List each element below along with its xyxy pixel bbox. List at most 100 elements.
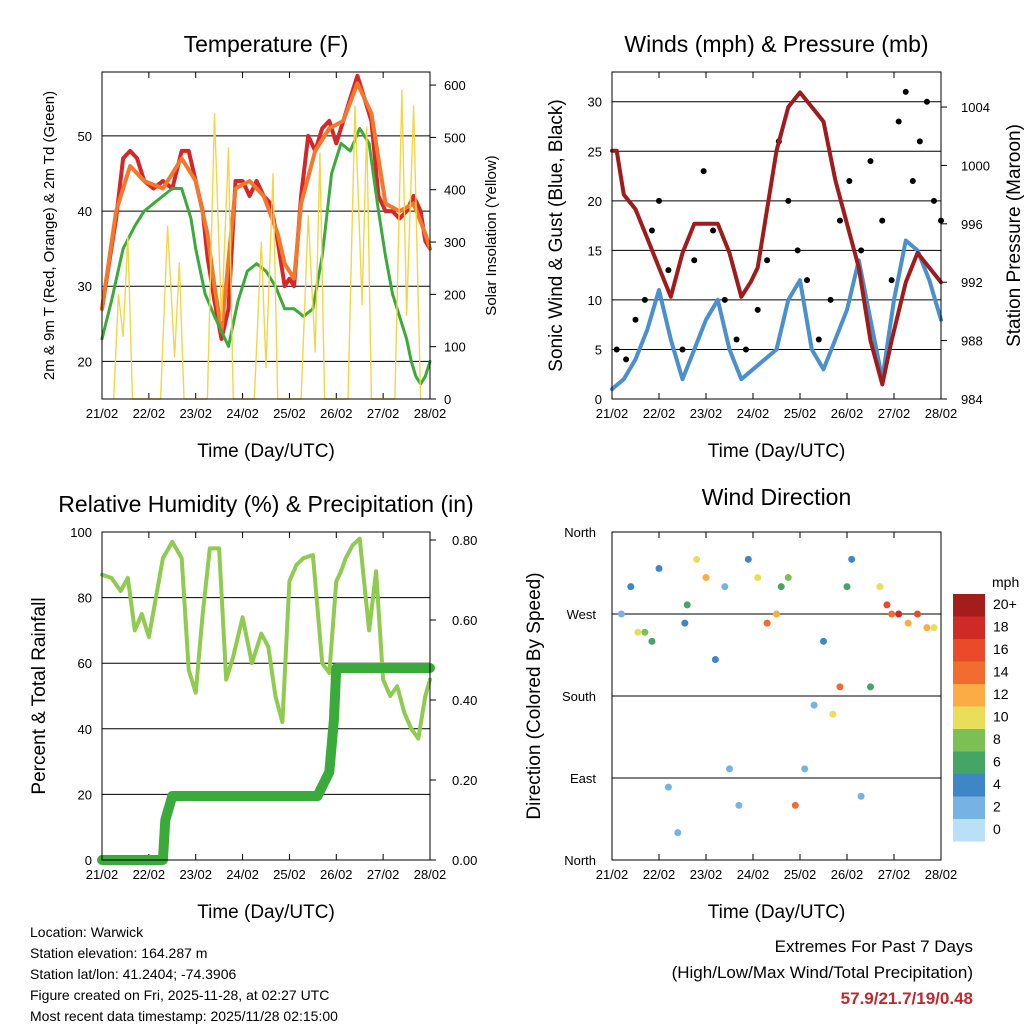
direction-point [777, 583, 785, 591]
direction-legend-label: 8 [993, 731, 1001, 747]
direction-legend-swatch [953, 684, 985, 707]
direction-legend-label: 4 [993, 776, 1001, 792]
winds-xtick-label: 26/02 [831, 406, 864, 421]
elevation-text: Station elevation: 164.287 m [30, 945, 208, 961]
direction-ytick-label: South [562, 689, 596, 704]
winds-gust-point [623, 356, 630, 363]
temperature-y2tick-label: 0 [444, 392, 451, 407]
winds-gust-point [721, 296, 728, 303]
winds-gust-point [710, 227, 717, 234]
winds-xtick-label: 27/02 [878, 406, 911, 421]
winds-gust-point [733, 336, 740, 343]
winds-y2label: Station Pressure (Maroon) [1004, 124, 1024, 347]
direction-legend-swatch [953, 594, 985, 617]
direction-legend-label: 0 [993, 821, 1001, 837]
temperature-xtick-label: 27/02 [367, 406, 400, 421]
direction-ytick-label: West [567, 607, 597, 622]
winds-gust-point [632, 316, 639, 323]
winds-ytick-label: 0 [595, 392, 602, 407]
winds-gust-point [858, 247, 865, 254]
extremes-title: Extremes For Past 7 Days [774, 937, 973, 956]
direction-legend-label: 12 [993, 686, 1009, 702]
direction-point [843, 583, 851, 591]
winds-series-sonic [610, 238, 943, 392]
extremes-block: Extremes For Past 7 Days (High/Low/Max W… [672, 934, 973, 1012]
humidity-ytick-label: 0 [85, 853, 92, 868]
direction-point [744, 555, 752, 563]
direction-legend-label: 14 [993, 664, 1009, 680]
temperature-plot-frame [101, 71, 431, 400]
winds-ylabel: Sonic Wind & Gust (Blue, Black) [546, 99, 567, 371]
winds-y2tick-label: 988 [961, 334, 983, 349]
temperature-series-2 [100, 126, 432, 386]
humidity-ytick-label: 100 [70, 525, 92, 540]
humidity-xtick-label: 28/02 [414, 867, 447, 882]
winds-gust-point [879, 217, 886, 224]
created-text: Figure created on Fri, 2025-11-28, at 02… [30, 987, 330, 1003]
winds-gust-point [613, 346, 620, 353]
direction-point [702, 574, 710, 582]
direction-ytick-label: North [564, 853, 596, 868]
direction-point [721, 583, 729, 591]
temperature-ylabel: 2m & 9m T (Red, Orange) & 2m Td (Green) [41, 91, 58, 380]
direction-xtick-label: 27/02 [878, 867, 911, 882]
direction-point [681, 619, 689, 627]
winds-gust-point [679, 346, 686, 353]
humidity-plot-frame [101, 531, 431, 861]
humidity-xlabel: Time (Day/UTC) [197, 902, 335, 923]
direction-point [773, 610, 780, 618]
direction-point [904, 619, 912, 627]
winds-gust-point [909, 178, 916, 184]
winds-gust-point [785, 197, 792, 204]
temperature-xtick-label: 24/02 [226, 406, 259, 421]
temperature-y2tick-label: 500 [444, 130, 466, 145]
direction-legend-label: 18 [993, 619, 1009, 635]
direction-legend-swatch [953, 639, 985, 662]
winds-ytick-label: 20 [588, 194, 602, 209]
winds-series-pressure [610, 90, 943, 387]
temperature-xlabel: Time (Day/UTC) [197, 441, 335, 462]
direction-legend-swatch [953, 796, 985, 819]
winds-xtick-label: 25/02 [784, 406, 817, 421]
winds-gust-point [902, 88, 909, 95]
direction-legend-title: mph [992, 574, 1019, 590]
direction-legend-swatch [953, 729, 985, 752]
direction-point [683, 601, 691, 609]
direction-point [836, 683, 844, 691]
direction-point [784, 574, 792, 582]
direction-point [930, 624, 938, 632]
winds-gust-point [656, 197, 662, 204]
direction-point [888, 610, 896, 618]
extremes-subtitle: (High/Low/Max Wind/Total Precipitation) [671, 963, 973, 982]
direction-legend-label: 6 [993, 754, 1001, 770]
direction-legend-swatch [953, 819, 985, 842]
winds-y2tick-label: 1000 [961, 158, 990, 173]
temperature-series-3 [112, 89, 422, 400]
humidity-y2tick-label: 0.80 [452, 533, 477, 548]
winds-xtick-label: 28/02 [925, 406, 958, 421]
humidity-xtick-label: 23/02 [179, 867, 212, 882]
direction-point [641, 628, 649, 636]
direction-point [848, 555, 856, 563]
winds-gust-point [641, 296, 648, 303]
direction-legend-label: 2 [993, 799, 1001, 815]
direction-legend-label: 16 [993, 641, 1009, 657]
winds-gust-point [815, 336, 822, 343]
humidity-ytick-label: 60 [78, 656, 92, 671]
winds-xtick-label: 24/02 [737, 406, 770, 421]
humidity-y2tick-label: 0.20 [452, 773, 477, 788]
direction-legend-swatch [953, 751, 985, 774]
humidity-ytick-label: 40 [78, 722, 92, 737]
humidity-series-rh [100, 536, 432, 741]
direction-legend-swatch [953, 706, 985, 729]
direction-xtick-label: 21/02 [596, 867, 629, 882]
temperature-title: Temperature (F) [184, 31, 349, 57]
temperature-xtick-label: 21/02 [86, 406, 119, 421]
direction-xlabel: Time (Day/UTC) [708, 902, 846, 923]
direction-point [867, 683, 874, 691]
winds-gust-point [754, 306, 761, 313]
direction-point [923, 624, 931, 632]
winds-y2tick-label: 984 [961, 392, 983, 407]
direction-point [735, 801, 743, 809]
winds-ytick-label: 25 [588, 144, 602, 159]
